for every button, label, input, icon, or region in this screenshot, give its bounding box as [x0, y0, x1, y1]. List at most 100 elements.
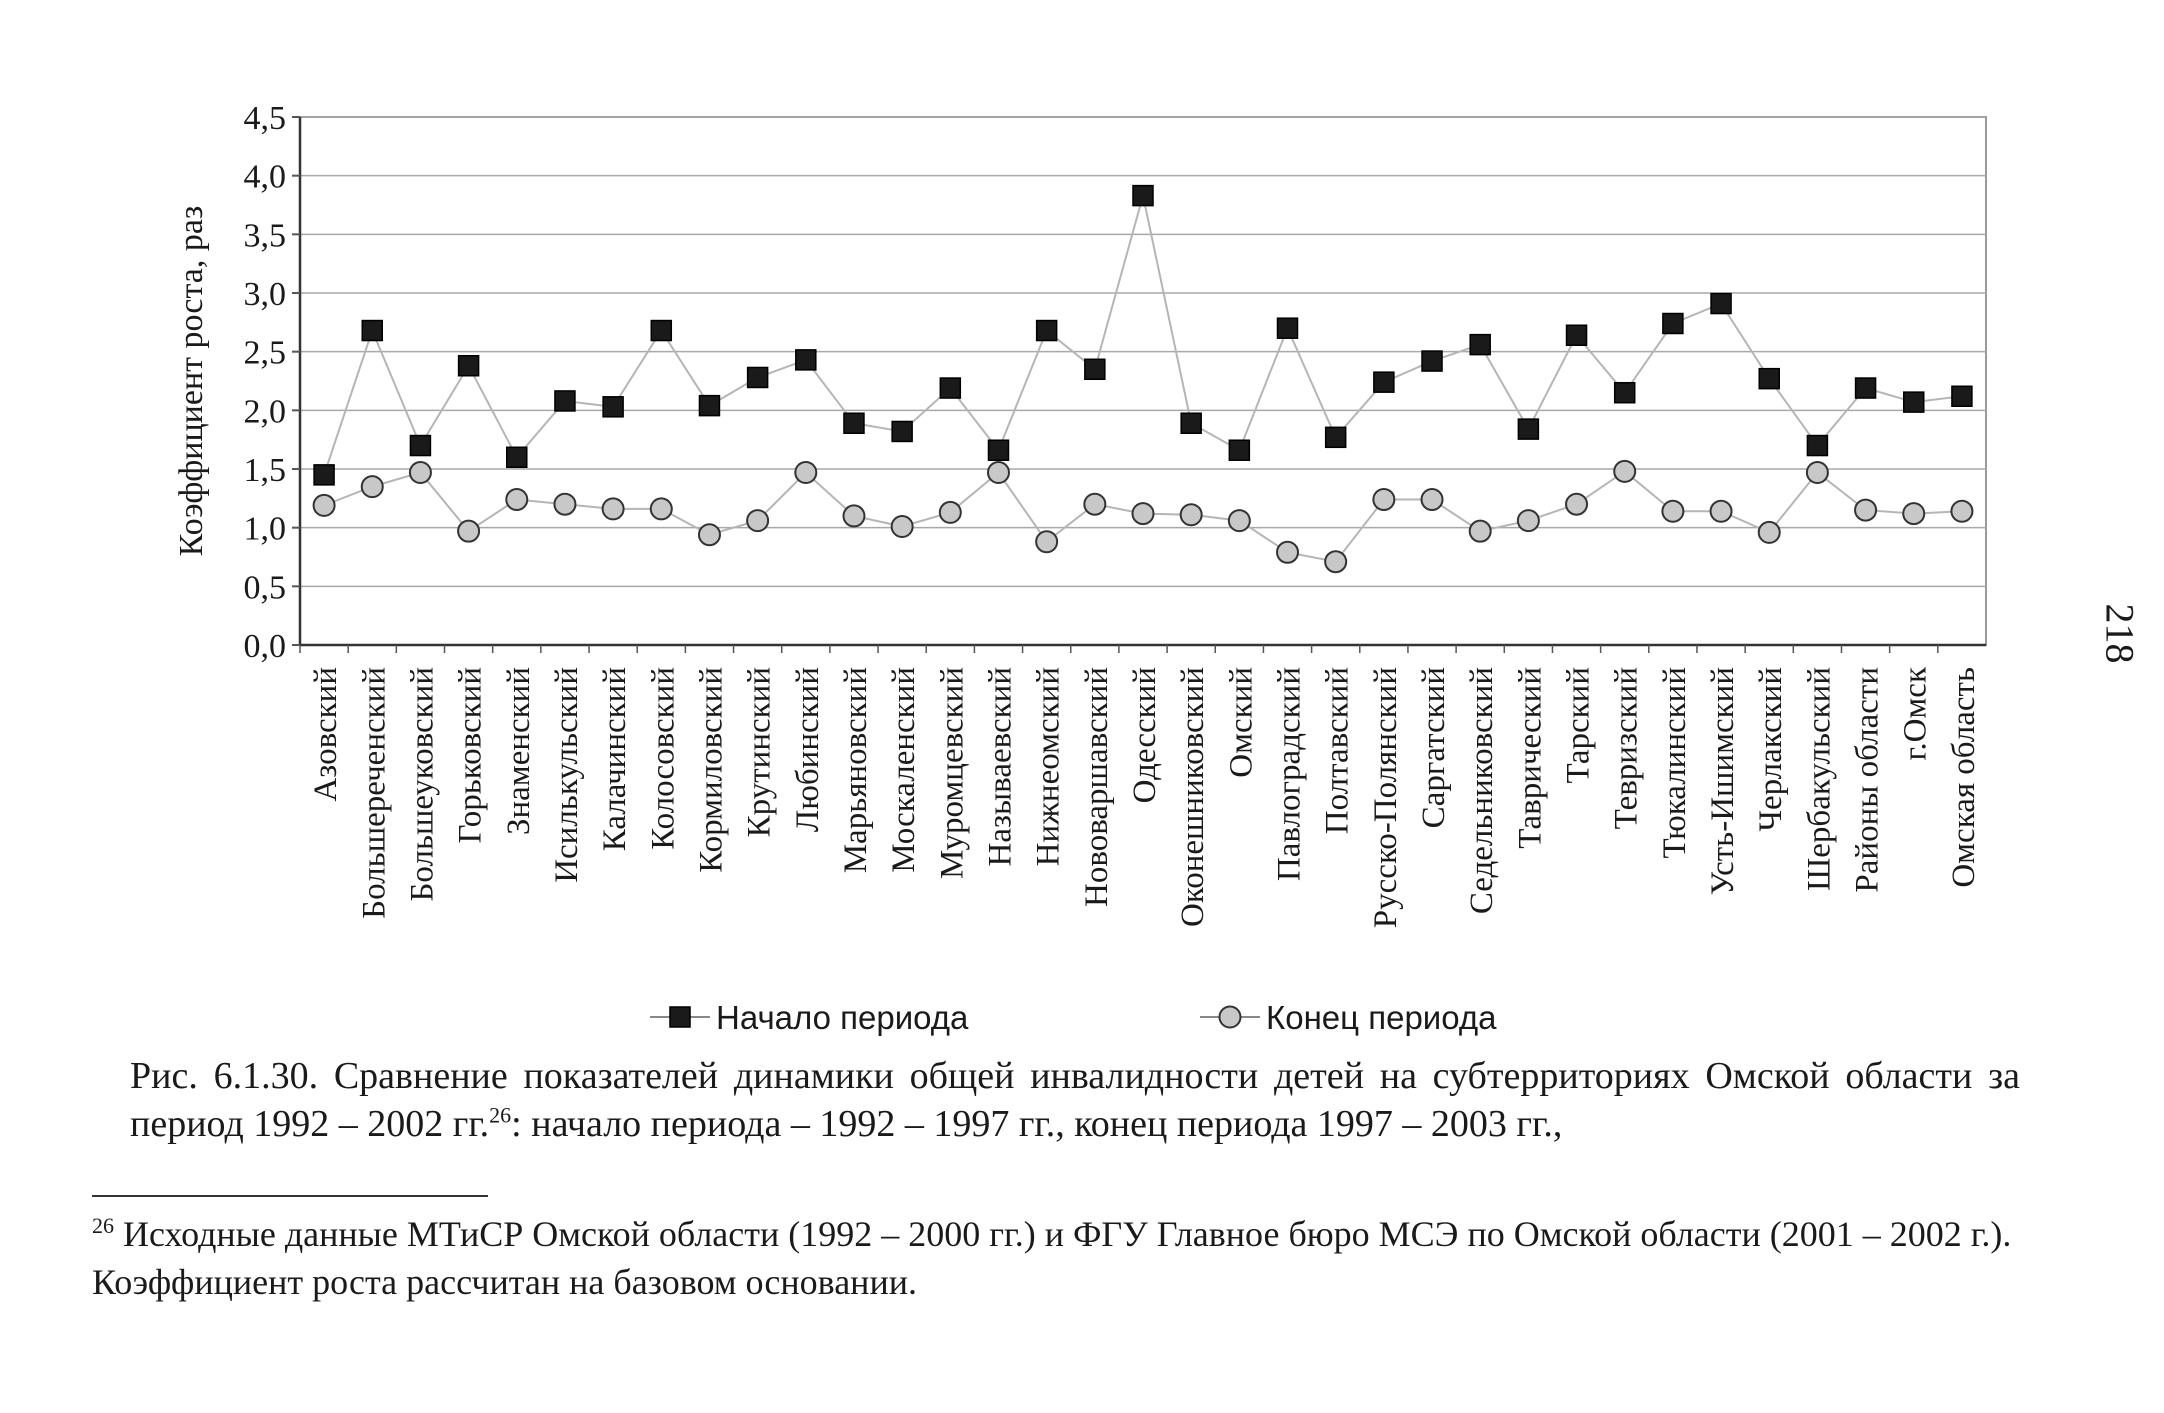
data-point-circle — [1805, 461, 1829, 485]
data-point-square — [1035, 319, 1058, 342]
x-tick-label: Полтавский — [1320, 667, 1356, 834]
data-point-circle — [1902, 502, 1926, 526]
data-point-square — [1565, 324, 1588, 346]
x-tick-label: Оконешниковский — [1175, 667, 1211, 927]
x-tick-label: Большеуковский — [404, 667, 440, 902]
data-point-square — [891, 420, 913, 443]
figure-caption: Рис. 6.1.30. Сравнение показателей динам… — [130, 1052, 2020, 1148]
data-point-circle — [1035, 530, 1059, 554]
data-point-circle — [312, 493, 336, 517]
legend-square-marker — [669, 1006, 691, 1028]
data-point-circle — [1661, 499, 1685, 523]
x-tick-label: Большереченский — [356, 667, 392, 919]
data-point-circle — [553, 492, 577, 516]
data-point-square — [554, 390, 576, 412]
x-tick-label: Муромцевский — [934, 667, 970, 879]
data-point-square — [1373, 371, 1395, 393]
data-point-square — [1324, 426, 1347, 449]
data-point-circle — [1757, 520, 1781, 544]
footnote-text: Исходные данные МТиСР Омской области (19… — [92, 1214, 2012, 1302]
x-tick-label: Знаменский — [501, 667, 537, 835]
x-tick-label: Усть-Ишимский — [1705, 667, 1741, 895]
data-point-square — [1854, 377, 1877, 399]
data-point-square — [1758, 367, 1780, 390]
data-point-circle — [794, 461, 818, 485]
page-number: 218 — [2097, 603, 2143, 664]
data-point-square — [1084, 358, 1106, 381]
data-point-circle — [601, 497, 625, 521]
x-tick-label: Любинский — [790, 667, 826, 832]
x-tick-label: Павлоградский — [1272, 667, 1308, 881]
y-tick-label: 3,0 — [244, 276, 287, 313]
data-point-circle — [1950, 499, 1974, 523]
data-point-circle — [1420, 488, 1444, 512]
data-point-square — [746, 366, 769, 389]
y-tick-label: 3,5 — [244, 217, 287, 254]
x-tick-label: Седельниковский — [1464, 667, 1500, 914]
x-tick-label: Шербакульский — [1801, 667, 1837, 891]
caption-text-2: : начало периода – 1992 – 1997 гг., коне… — [511, 1103, 1563, 1145]
x-tick-label: Марьяновский — [838, 667, 874, 873]
x-tick-label: Исилькульский — [549, 667, 585, 883]
x-tick-label: Тюкалинский — [1657, 667, 1693, 858]
footnote-divider — [92, 1195, 488, 1197]
data-point-square — [1662, 312, 1684, 335]
data-point-square — [1517, 418, 1540, 440]
data-point-circle — [1324, 550, 1348, 574]
data-point-square — [1276, 317, 1299, 339]
x-tick-label: Одесский — [1127, 667, 1163, 803]
data-point-circle — [1468, 519, 1492, 543]
data-point-circle — [1516, 509, 1540, 533]
data-point-square — [313, 464, 335, 486]
data-point-circle — [408, 461, 432, 485]
legend-item: Начало периода — [650, 999, 969, 1036]
x-tick-label: Районы области — [1850, 667, 1886, 893]
x-tick-label: Омская область — [1946, 667, 1982, 888]
legend-item: Конец периода — [1200, 999, 1497, 1036]
data-point-square — [602, 396, 624, 418]
data-point-square — [409, 434, 432, 457]
x-tick-label: Нововаршавский — [1079, 667, 1115, 907]
data-point-circle — [842, 504, 866, 528]
legend-label: Начало периода — [716, 999, 969, 1036]
data-point-square — [1132, 184, 1154, 207]
x-tick-label: Кормиловский — [693, 667, 729, 873]
data-point-circle — [360, 475, 384, 499]
x-tick-label: Тевризский — [1609, 667, 1645, 829]
x-tick-label: Горьковский — [453, 667, 489, 843]
x-tick-label: Русско-Полянский — [1368, 667, 1404, 928]
data-point-square — [650, 319, 673, 342]
data-point-circle — [1613, 459, 1637, 483]
x-tick-label: Колосовский — [645, 667, 681, 850]
y-tick-label: 4,0 — [244, 159, 287, 196]
data-point-square — [698, 394, 721, 417]
y-tick-label: 0,5 — [244, 569, 287, 606]
data-point-square — [1228, 439, 1251, 461]
y-tick-label: 1,5 — [244, 452, 287, 489]
data-point-square — [1613, 381, 1636, 404]
x-tick-label: Москаленский — [886, 667, 922, 873]
legend: Начало периода Конец периода — [650, 999, 1497, 1036]
x-tick-label: Азовский — [308, 667, 344, 802]
data-point-square — [506, 446, 528, 469]
x-axis-tick-labels: Азовский Большереченский Большеуковский Гор… — [299, 645, 1982, 928]
data-point-square — [1806, 434, 1829, 457]
data-point-circle — [890, 514, 914, 538]
data-point-square — [795, 349, 817, 371]
data-point-circle — [1276, 540, 1300, 564]
x-tick-label: Таврический — [1512, 667, 1548, 849]
y-tick-label: 2,0 — [244, 393, 287, 430]
x-tick-label: Калачинский — [597, 667, 633, 851]
x-tick-label: Нижнеомский — [1031, 667, 1067, 866]
x-tick-label: Саргатский — [1416, 667, 1452, 828]
data-point-circle — [746, 509, 770, 533]
data-point-square — [843, 412, 865, 434]
y-tick-label: 0,0 — [244, 628, 287, 665]
data-point-circle — [697, 523, 721, 547]
y-axis-label: Коэффициент роста, раз — [173, 206, 210, 557]
data-point-square — [361, 319, 384, 342]
data-point-circle — [1372, 488, 1396, 512]
caption-footnote-ref: 26 — [489, 1102, 512, 1128]
data-point-circle — [1565, 492, 1589, 516]
data-point-square — [987, 439, 1010, 461]
